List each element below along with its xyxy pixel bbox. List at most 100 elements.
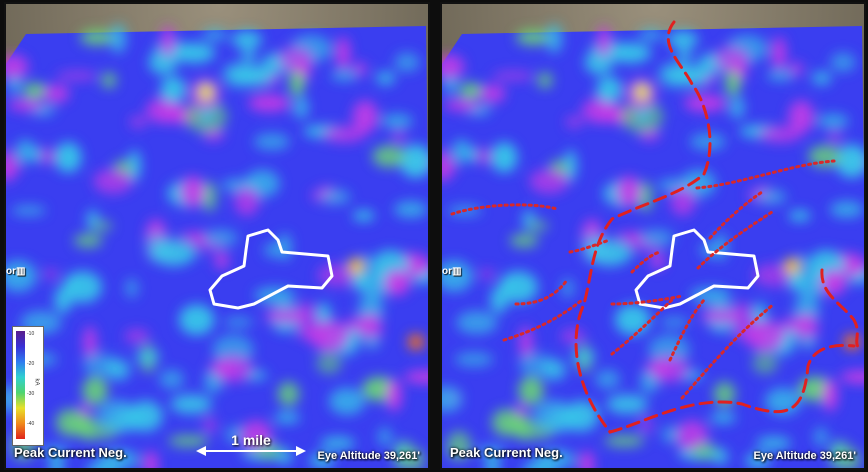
heatmap-blob	[522, 460, 557, 468]
heatmap-blob	[515, 29, 552, 46]
heatmap-blob	[480, 268, 494, 280]
building-icon: ▥	[16, 266, 26, 277]
heatmap-blob	[478, 84, 506, 103]
heatmap-blob	[274, 412, 301, 424]
heatmap-blob	[160, 76, 186, 103]
heatmap-blob	[527, 220, 549, 232]
heatmap-blob	[638, 181, 653, 212]
heatmap-blob	[129, 115, 148, 129]
heatmap-blob	[56, 70, 98, 82]
heatmap-blob	[7, 99, 44, 112]
heatmap-blob	[172, 42, 216, 64]
legend-color-bar	[16, 331, 25, 439]
heatmap-blob	[606, 394, 649, 414]
eye-altitude: Eye Altitude 39,261'	[753, 450, 856, 462]
heatmap-blob	[364, 334, 380, 350]
heatmap-blob	[55, 409, 85, 437]
heatmap-blob	[442, 386, 463, 413]
heatmap-hotspot	[408, 334, 424, 350]
heatmap-blob	[394, 52, 420, 72]
heatmap-blob	[344, 317, 375, 332]
heatmap-blob	[277, 381, 300, 407]
heatmap-blob	[725, 68, 741, 97]
heatmap-blob	[442, 150, 454, 183]
interpreted-dotted-lines	[450, 159, 836, 400]
heatmap-hotspot	[634, 84, 650, 100]
heatmap-blob	[399, 144, 428, 178]
heatmap-blob	[15, 139, 36, 164]
heatmap-blob	[690, 287, 732, 304]
heatmap-blob	[6, 54, 29, 80]
heatmap-blob	[560, 328, 586, 344]
heatmap-blob	[352, 100, 379, 134]
heatmap-blob	[54, 142, 82, 173]
heatmap-blob	[518, 376, 544, 405]
heatmap-blob	[454, 351, 494, 368]
heatmap-blob	[278, 45, 314, 74]
heatmap-blob	[213, 354, 253, 383]
legend-tick: -10	[27, 331, 35, 337]
heatmap-blob	[564, 400, 599, 432]
right-heatmap	[442, 4, 864, 468]
heatmap-blob	[788, 210, 811, 222]
heatmap-blob	[135, 349, 161, 364]
heatmap-blob	[124, 328, 150, 344]
heatmap-blob	[604, 435, 645, 447]
heatmap-blobs	[6, 23, 428, 468]
heatmap-blob	[203, 229, 239, 247]
heatmap-hotspot	[198, 84, 214, 100]
heatmap-blob	[684, 94, 726, 112]
heatmap-blob	[442, 54, 465, 80]
heatmap-blob	[386, 378, 402, 412]
heatmap-blob	[320, 436, 356, 451]
heatmap-blob	[330, 70, 357, 81]
heatmap-blob	[475, 445, 506, 456]
heatmap-blob	[202, 181, 217, 212]
heatmap-blob	[789, 61, 803, 76]
heatmap-blob	[689, 133, 726, 151]
heatmap-blob	[231, 30, 263, 49]
heatmap-blob	[584, 50, 614, 75]
heatmap-blob	[509, 233, 539, 248]
heatmap-blob	[309, 320, 350, 352]
heatmap-blob	[817, 114, 849, 129]
heatmap-blob	[214, 251, 229, 270]
heatmap-blob	[372, 145, 406, 168]
heatmap-blob	[476, 147, 491, 165]
heatmap-hotspot	[784, 258, 800, 274]
heatmap-blob	[713, 381, 736, 407]
heatmap-blob	[227, 67, 271, 82]
left-heatmap	[6, 4, 428, 468]
legend-tick: -30	[27, 391, 35, 397]
heatmap-blob	[829, 441, 855, 468]
heatmap-blob	[393, 441, 419, 468]
heatmap-blob	[335, 36, 351, 70]
building-icon: ▥	[452, 266, 462, 277]
heatmap-blob	[492, 70, 534, 82]
heatmap-blob	[710, 412, 737, 424]
heatmap-blob	[39, 445, 70, 456]
heatmap-blob	[564, 149, 577, 181]
heatmap-blob	[148, 50, 178, 75]
heatmap-blob	[811, 71, 832, 86]
heatmap-blob	[91, 220, 113, 232]
heatmap-blob	[110, 23, 127, 54]
heatmap-blob	[190, 231, 205, 245]
heatmap-blob	[263, 242, 282, 258]
heatmap-blob	[178, 304, 215, 336]
heatmap-blob	[223, 317, 253, 328]
heatmap-blob	[93, 168, 133, 194]
heatmap-blob	[731, 302, 753, 332]
heatmap-blob	[529, 168, 569, 194]
heatmap-blob	[670, 186, 696, 216]
heatmap-blob	[128, 400, 163, 432]
heatmap-blob	[322, 125, 366, 143]
heatmap-blob	[97, 399, 138, 433]
heatmap-blob	[745, 320, 786, 352]
heatmap-blob	[73, 233, 103, 248]
heatmap-blob	[145, 233, 168, 263]
heatmap-blob	[639, 416, 653, 434]
heatmap-blob	[225, 426, 245, 444]
heatmap-blob	[813, 427, 828, 447]
heatmap-blob	[840, 370, 864, 384]
